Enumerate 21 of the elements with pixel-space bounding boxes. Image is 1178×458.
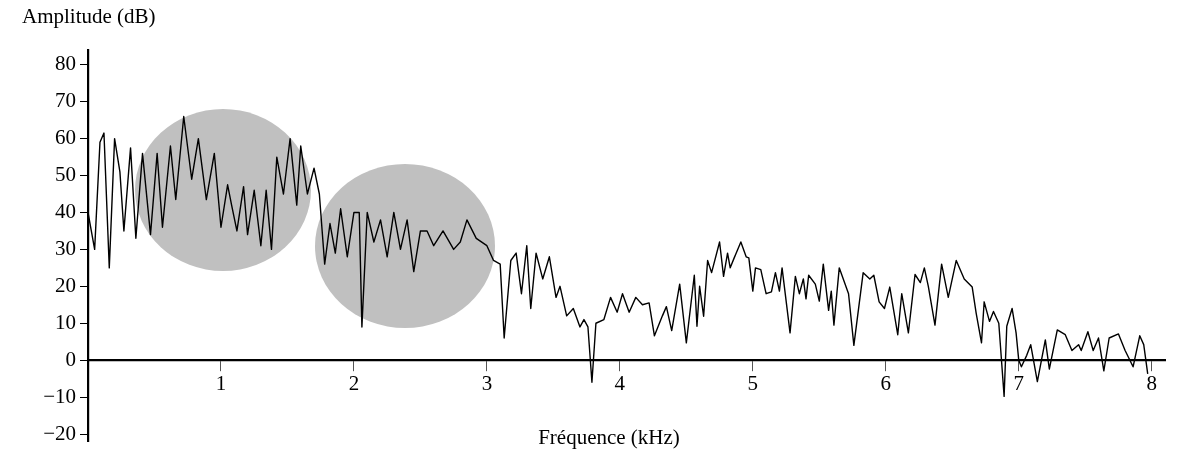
- y-tick-label: 10: [55, 309, 76, 334]
- y-tick-label: −20: [43, 420, 76, 445]
- x-axis-title: Fréquence (kHz): [538, 425, 680, 449]
- x-tick-label: 7: [1013, 371, 1024, 396]
- x-tick-label: 6: [880, 371, 892, 396]
- y-tick-label: 40: [55, 198, 76, 223]
- x-tick-label: 2: [348, 371, 360, 396]
- y-tick-label: 70: [55, 88, 76, 113]
- y-tick-label: 20: [55, 272, 76, 297]
- y-tick-label: 50: [55, 162, 76, 187]
- y-tick-label: −10: [43, 383, 76, 408]
- x-tick-label: 3: [481, 371, 493, 396]
- y-tick-label: 60: [55, 125, 76, 150]
- x-tick-label: 8: [1146, 371, 1157, 396]
- x-tick-label: 5: [747, 371, 759, 396]
- y-tick-label: 30: [55, 235, 76, 260]
- y-axis-title: Amplitude (dB): [22, 4, 156, 29]
- y-tick-label: 80: [55, 51, 76, 76]
- x-tick-label: 4: [614, 371, 626, 396]
- x-tick-label: 1: [215, 371, 227, 396]
- y-tick-label: 0: [65, 346, 76, 371]
